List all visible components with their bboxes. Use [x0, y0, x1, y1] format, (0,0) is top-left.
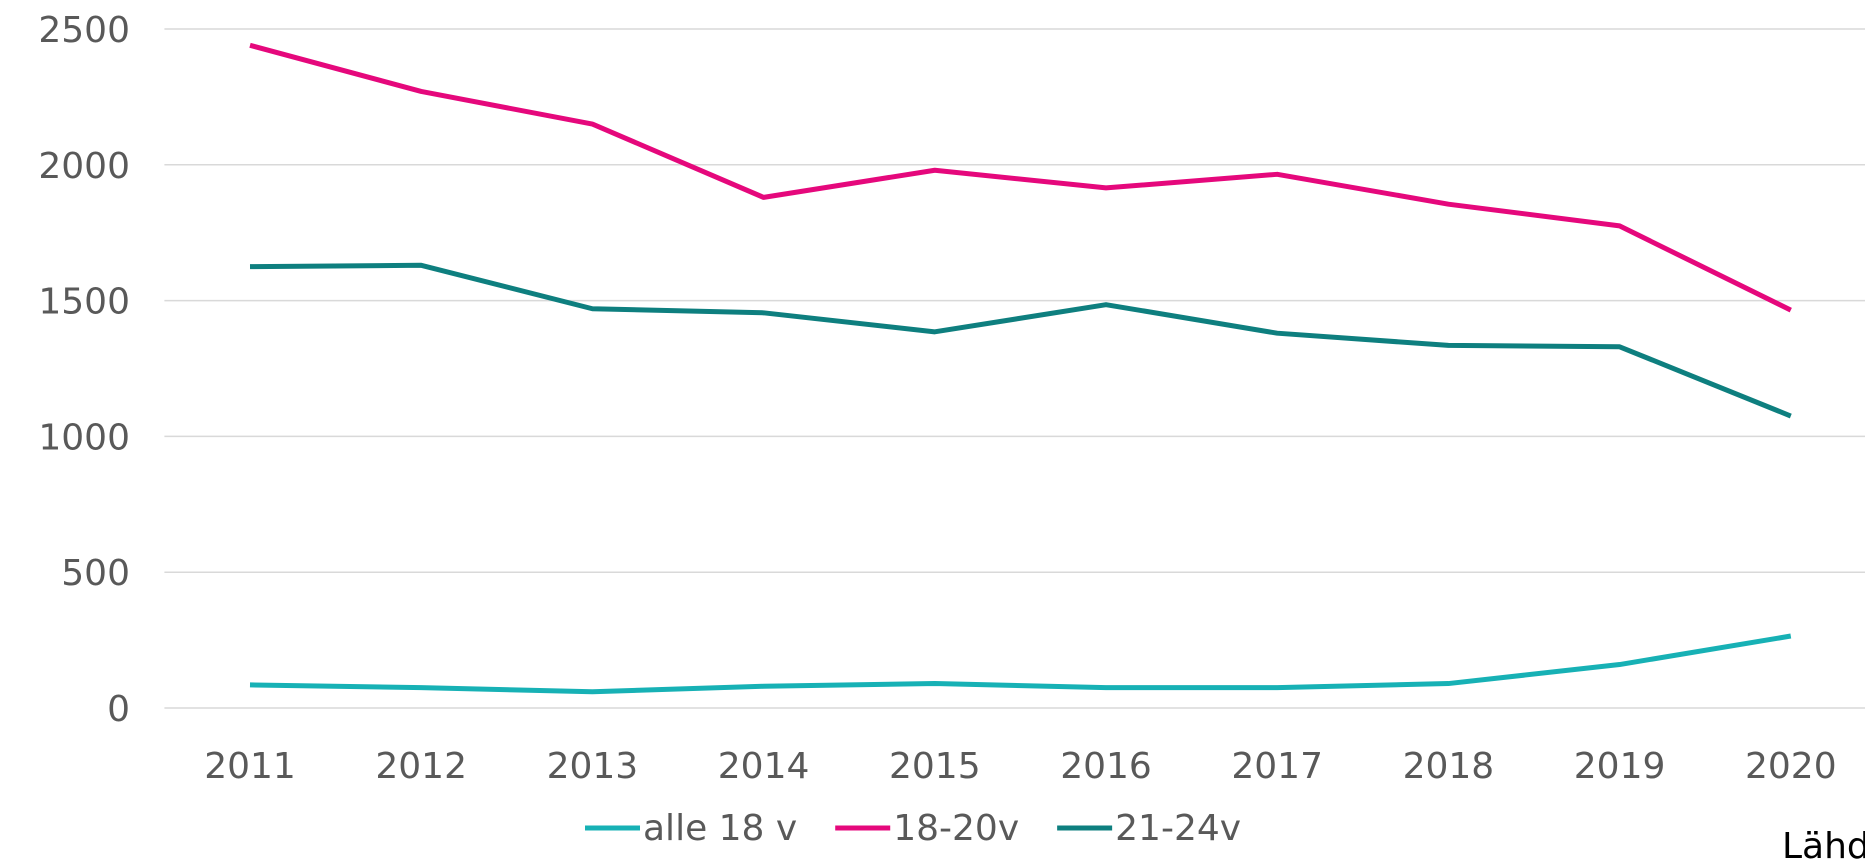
- x-tick-label: 2018: [1403, 746, 1495, 787]
- x-tick-label: 2017: [1231, 746, 1323, 787]
- x-tick-label: 2015: [889, 746, 981, 787]
- source-note: Lähd: [1782, 826, 1865, 860]
- x-tick-label: 2012: [375, 746, 467, 787]
- legend-label: alle 18 v: [643, 808, 797, 849]
- y-tick-label: 500: [61, 553, 130, 594]
- y-tick-label: 0: [107, 689, 130, 730]
- y-tick-label: 2500: [38, 10, 130, 51]
- x-tick-label: 2020: [1745, 746, 1837, 787]
- x-tick-label: 2011: [204, 746, 296, 787]
- series-line: [249, 262, 1792, 419]
- y-tick-label: 2000: [38, 146, 130, 187]
- y-tick-label: 1500: [38, 282, 130, 323]
- legend-label: 18-20v: [893, 808, 1019, 849]
- y-tick-label: 1000: [38, 417, 130, 458]
- x-tick-label: 2014: [718, 746, 810, 787]
- x-tick-label: 2013: [547, 746, 639, 787]
- x-tick-label: 2016: [1060, 746, 1152, 787]
- x-tick-label: 2019: [1574, 746, 1666, 787]
- legend-label: 21-24v: [1115, 808, 1241, 849]
- series-line: [249, 42, 1792, 313]
- series-line: [249, 633, 1792, 695]
